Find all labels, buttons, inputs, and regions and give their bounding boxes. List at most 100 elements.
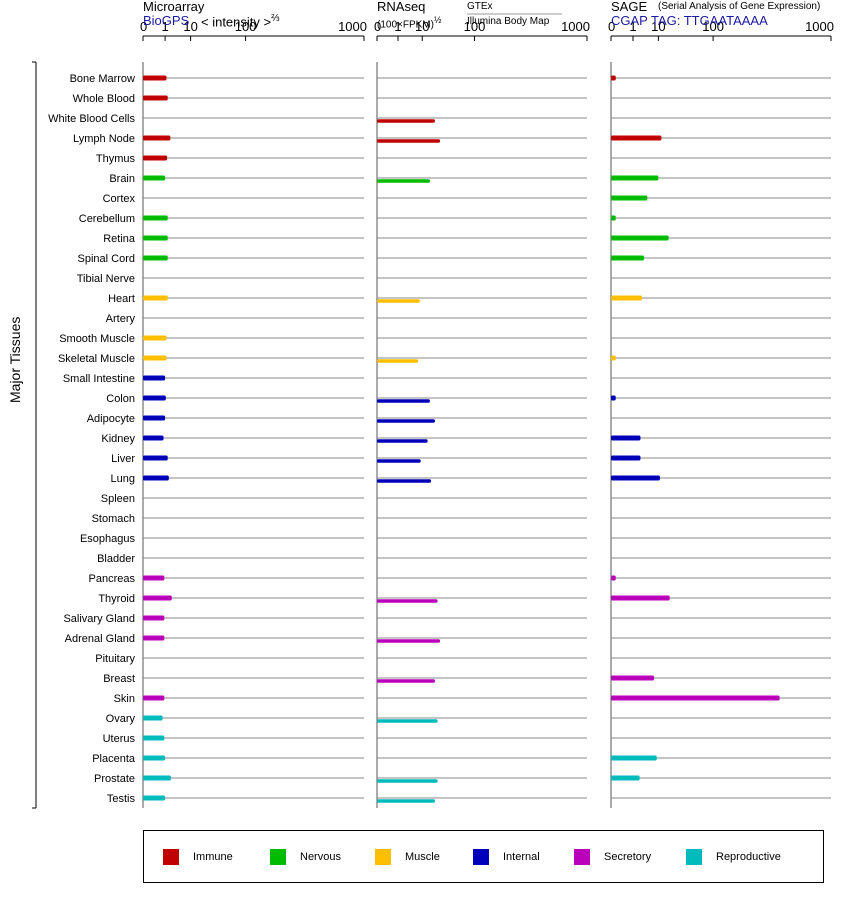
- sage-bar: [611, 435, 641, 441]
- y-axis-title: Major Tissues: [7, 316, 23, 403]
- microarray-bar: [143, 455, 168, 461]
- microarray-bar: [143, 715, 163, 721]
- microarray-bar: [143, 615, 165, 621]
- legend-swatch: [686, 849, 702, 865]
- legend-item-immune: Immune: [163, 849, 233, 865]
- microarray-x-tick-label: 10: [183, 19, 197, 34]
- legend-item-nervous: Nervous: [270, 849, 341, 865]
- microarray-bar: [143, 215, 168, 221]
- tissue-label: Spinal Cord: [78, 253, 135, 265]
- tissue-label: Artery: [106, 313, 136, 325]
- rnaseq-bar: [377, 399, 430, 403]
- microarray-bar: [143, 75, 167, 81]
- tissue-label: Prostate: [94, 773, 135, 785]
- legend-item-muscle: Muscle: [375, 849, 440, 865]
- rnaseq-bar: [377, 799, 435, 803]
- rnaseq-bar: [377, 119, 435, 123]
- microarray-bar: [143, 775, 171, 781]
- tissue-label: Brain: [109, 173, 135, 185]
- microarray-title: Microarray: [143, 0, 205, 14]
- tissue-label: Colon: [106, 393, 135, 405]
- rnaseq-bar: [377, 179, 430, 183]
- microarray-bar: [143, 95, 168, 101]
- rnaseq-bar: [377, 479, 431, 483]
- sage-bar: [611, 175, 659, 181]
- microarray-bar: [143, 135, 171, 141]
- rnaseq-bar: [377, 139, 440, 143]
- legend-swatch: [375, 849, 391, 865]
- tissue-label: Heart: [108, 293, 135, 305]
- rnaseq-bar: [377, 679, 435, 683]
- microarray-bar: [143, 475, 169, 481]
- microarray-bar: [143, 235, 168, 241]
- legend-label: Secretory: [604, 851, 652, 863]
- sage-bar: [611, 215, 616, 221]
- rnaseq-bar: [377, 719, 438, 723]
- tissue-label: Thymus: [96, 153, 136, 165]
- microarray-bar: [143, 355, 167, 361]
- rnaseq-bar: [377, 299, 420, 303]
- legend: Immune Nervous Muscle Internal Secretory Repr…: [143, 830, 824, 883]
- microarray-source-link[interactable]: BioGPS: [143, 13, 190, 28]
- microarray-unit-exponent: ⅔: [271, 13, 280, 24]
- sage-bar: [611, 695, 780, 701]
- microarray-bar: [143, 255, 168, 261]
- sage-bar: [611, 475, 660, 481]
- microarray-bar: [143, 415, 166, 421]
- rnaseq-x-tick-label: 1000: [561, 19, 590, 34]
- rnaseq-bar: [377, 599, 438, 603]
- rnaseq-x-tick-label: 1: [394, 19, 401, 34]
- rnaseq-unit: (100×FPKM)½: [377, 15, 441, 30]
- tissue-label: Small Intestine: [63, 373, 135, 385]
- tissue-label: Ovary: [106, 713, 136, 725]
- tissue-label: Smooth Muscle: [59, 333, 135, 345]
- microarray-bar: [143, 595, 172, 601]
- legend-label: Muscle: [405, 851, 440, 863]
- tissue-label: Testis: [107, 793, 136, 805]
- legend-swatch: [270, 849, 286, 865]
- tissue-label: Stomach: [92, 513, 135, 525]
- rnaseq-bar: [377, 419, 435, 423]
- tissue-label: Uterus: [103, 733, 136, 745]
- rnaseq-bar: [377, 459, 421, 463]
- microarray-unit: < intensity >⅔: [201, 13, 279, 29]
- microarray-bar: [143, 635, 165, 641]
- tissue-label: Skeletal Muscle: [58, 353, 135, 365]
- legend-label: Reproductive: [716, 851, 781, 863]
- sage-tag-link[interactable]: CGAP TAG: TTGAATAAAA: [611, 13, 768, 28]
- tissue-label: Kidney: [101, 433, 135, 445]
- microarray-bar: [143, 155, 168, 161]
- tissue-label: Adipocyte: [87, 413, 135, 425]
- rnaseq-source-gtex: GTEx: [467, 1, 493, 12]
- sage-bar: [611, 195, 648, 201]
- sage-bar: [611, 75, 616, 81]
- legend-label: Nervous: [300, 851, 341, 863]
- tissue-label: Whole Blood: [73, 93, 135, 105]
- tissue-label: Retina: [103, 233, 136, 245]
- rnaseq-x-tick-label: 100: [464, 19, 486, 34]
- tissue-label: Bladder: [97, 553, 135, 565]
- sage-bar: [611, 355, 616, 361]
- tissue-label: Lymph Node: [73, 133, 135, 145]
- rnaseq-unit-text: (100×FPKM): [377, 19, 434, 31]
- microarray-bar: [143, 575, 165, 581]
- tissue-label: Placenta: [92, 753, 136, 765]
- rnaseq-bar: [377, 639, 440, 643]
- sage-title: SAGE: [611, 0, 648, 14]
- microarray-bar: [143, 335, 167, 341]
- sage-bar: [611, 135, 662, 141]
- microarray-bar: [143, 375, 166, 381]
- sage-bar: [611, 395, 616, 401]
- tissue-label: Pancreas: [89, 573, 136, 585]
- tissue-label: Thyroid: [98, 593, 135, 605]
- sage-x-tick-label: 10: [651, 19, 665, 34]
- tissue-label: White Blood Cells: [48, 113, 135, 125]
- legend-swatch: [163, 849, 179, 865]
- sage-bar: [611, 255, 645, 261]
- sage-bar: [611, 755, 657, 761]
- tissue-label: Skin: [114, 693, 135, 705]
- rnaseq-bar: [377, 359, 419, 363]
- sage-bar: [611, 595, 670, 601]
- rnaseq-bar: [377, 439, 428, 443]
